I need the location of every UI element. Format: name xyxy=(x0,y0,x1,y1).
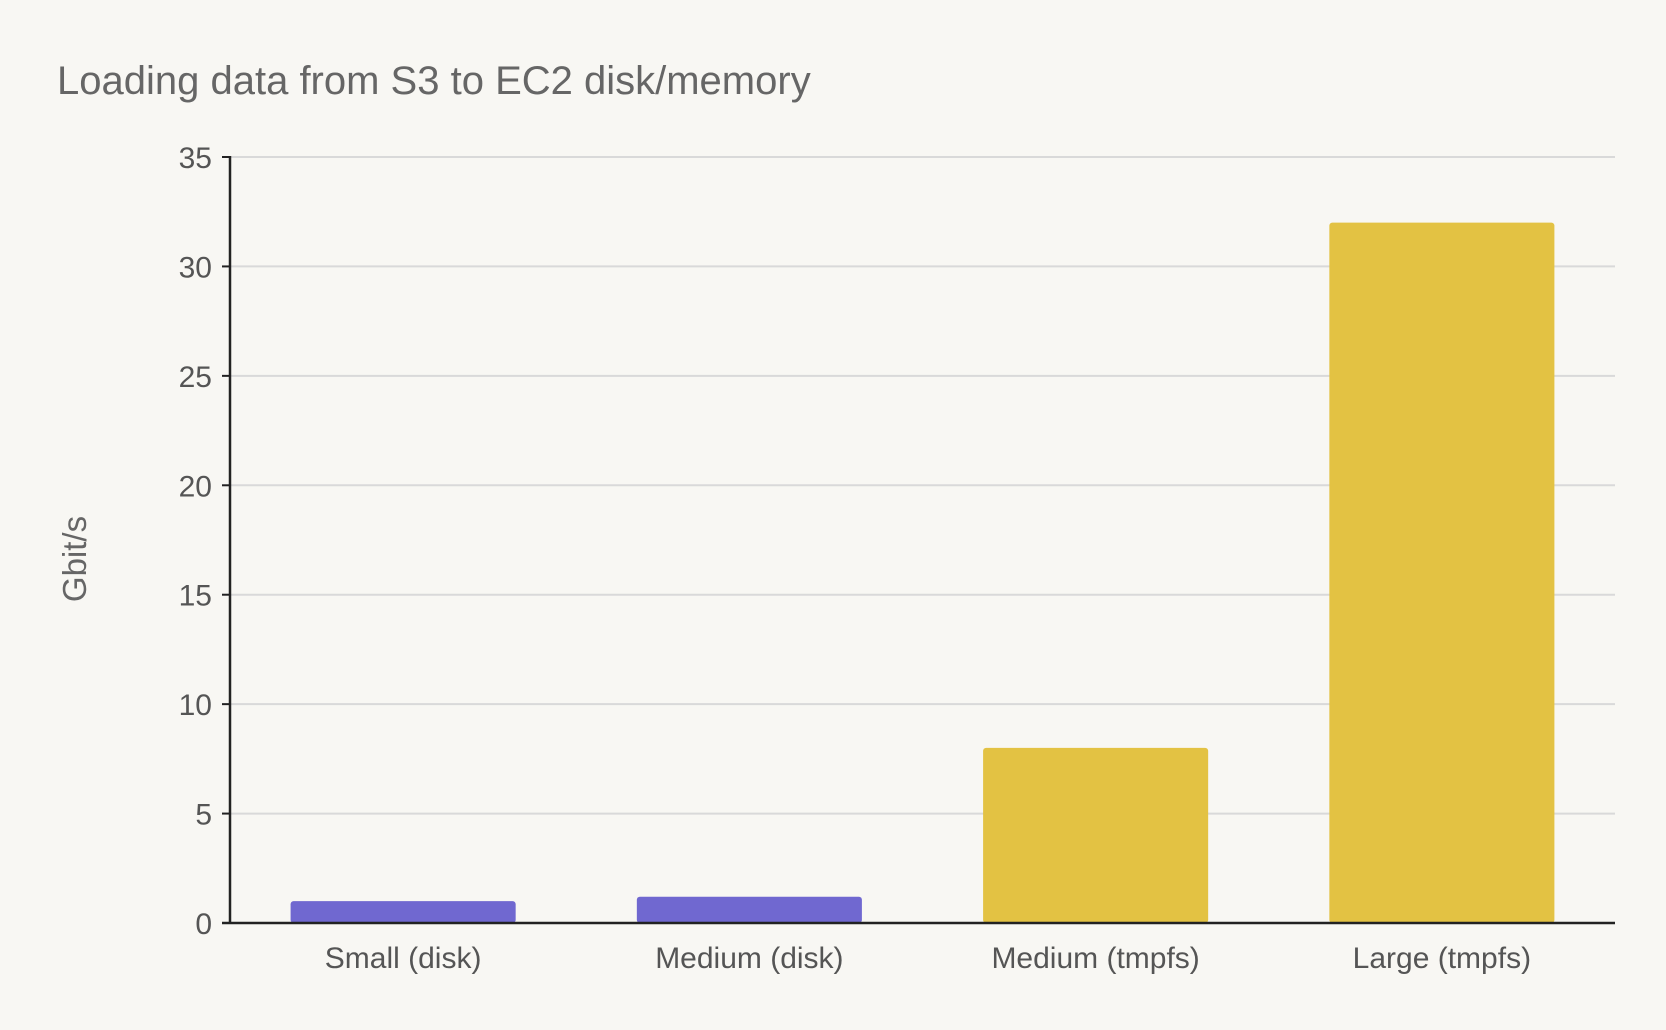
bars xyxy=(290,222,1555,923)
y-tick-label: 30 xyxy=(179,251,212,284)
y-tick-label: 25 xyxy=(179,361,212,394)
bar xyxy=(983,747,1209,923)
y-tick-label: 20 xyxy=(179,470,212,503)
x-tick-label: Large (tmpfs) xyxy=(1353,942,1531,975)
x-tick-label: Medium (disk) xyxy=(655,942,843,975)
y-ticks: 0 5 10 15 20 25 30 35 xyxy=(179,142,230,941)
y-tick-label: 15 xyxy=(179,580,212,613)
bar xyxy=(290,901,516,923)
y-tick-label: 5 xyxy=(195,799,212,832)
y-tick-label: 0 xyxy=(195,908,212,941)
x-tick-label: Medium (tmpfs) xyxy=(991,942,1199,975)
bar xyxy=(636,896,862,923)
x-ticks: Small (disk) Medium (disk) Medium (tmpfs) L… xyxy=(325,942,1531,975)
bar xyxy=(1329,222,1555,923)
y-tick-label: 35 xyxy=(179,142,212,175)
y-tick-label: 10 xyxy=(179,689,212,722)
y-axis-label: Gbit/s xyxy=(56,516,93,602)
chart-title: Loading data from S3 to EC2 disk/memory xyxy=(57,59,811,103)
axes xyxy=(222,156,1615,925)
x-tick-label: Small (disk) xyxy=(325,942,482,975)
